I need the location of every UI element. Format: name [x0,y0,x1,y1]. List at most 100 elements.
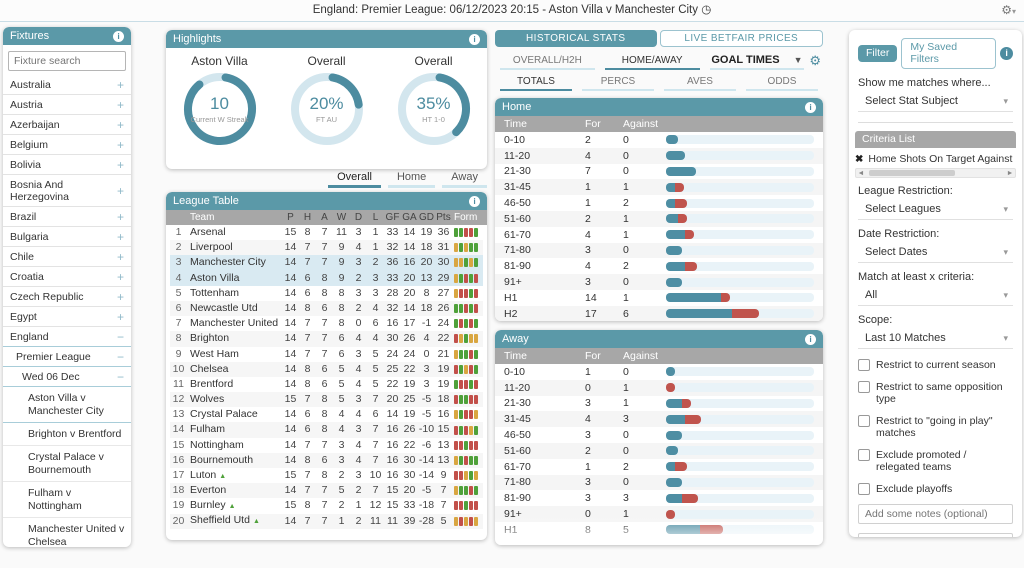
expand-icon[interactable]: + [116,250,124,264]
subtab-aves[interactable]: AVES [664,76,736,91]
stat-cell: 2 [372,256,379,269]
stat-cell: 8 [321,469,328,481]
fixture-country[interactable]: Azerbaijan + [3,115,131,135]
expand-icon[interactable]: + [116,230,124,244]
settings-gear-icon[interactable]: ⚙▾ [1001,0,1016,22]
subtab-odds[interactable]: ODDS [746,76,818,91]
collapse-icon[interactable]: − [116,370,124,384]
scope-option-home[interactable]: Home [387,170,436,188]
form-bar [454,273,458,283]
scrollbar-track[interactable] [866,169,1005,177]
expand-icon[interactable]: + [116,270,124,284]
fixture-country[interactable]: Brazil + [3,207,131,227]
settings-gear-icon[interactable]: ⚙ [809,53,821,68]
fixture-country[interactable]: England − [3,327,131,347]
clock-icon[interactable]: ◷ [701,4,712,16]
subtab-totals[interactable]: TOTALS [500,76,572,91]
bar-for-segment [666,277,682,287]
form-bar [454,304,458,314]
stat-cell: 30 [403,453,416,466]
collapse-icon[interactable]: − [116,330,124,344]
fixture-date[interactable]: Wed 06 Dec − [3,367,131,387]
fixture-league[interactable]: Premier League − [3,347,131,367]
info-icon[interactable]: i [805,333,816,345]
goals-against: 0 [623,444,629,457]
stat-cell: -14 [418,453,435,466]
table-row: 12 Wolves 15 7 8 5 3 7 20 25 -5 18 [170,392,483,408]
tab-filter[interactable]: Filter [858,45,898,62]
fixture-search-input[interactable] [8,51,126,71]
expand-icon[interactable]: + [116,78,124,92]
filter-checkbox[interactable]: Exclude promoted / relegated teams [858,449,1013,473]
subtab-overall-h-h[interactable]: OVERALL/H2H [500,55,595,70]
checkbox-box[interactable] [858,483,870,495]
goal-times-dropdown[interactable]: GOAL TIMES ▼ [709,54,805,70]
goals-for: 3 [585,276,591,289]
stat-cell: 3 [355,347,362,360]
fixture-match[interactable]: Brighton v Brentford [3,423,131,446]
stat-subject-select[interactable]: Select Stat Subject ▾ [858,92,1013,112]
fixture-country[interactable]: Austria + [3,95,131,115]
tab-live-betfair-prices[interactable]: LIVE BETFAIR PRICES [659,30,823,47]
fixture-match[interactable]: Manchester United v Chelsea [3,518,131,547]
gear-icon[interactable]: ⚙ [1001,3,1012,17]
filter-checkbox[interactable]: Exclude playoffs [858,483,1013,495]
filter-name-input[interactable] [858,533,1013,537]
stat-cell: 1 [338,514,345,527]
fixture-match[interactable]: Crystal Palace v Bournemouth [3,446,131,482]
fixture-country[interactable]: Bulgaria + [3,227,131,247]
subtab-percs[interactable]: PERCS [582,76,654,91]
fixture-country[interactable]: Bosnia And Herzegovina + [3,175,131,207]
scope-option-overall[interactable]: Overall [328,170,381,188]
info-icon[interactable]: i [113,30,124,42]
expand-icon[interactable]: + [116,290,124,304]
info-icon[interactable]: i [469,33,480,45]
restriction-select[interactable]: All ▾ [858,286,1013,306]
info-icon[interactable]: i [805,101,816,113]
fixture-country[interactable]: Egypt + [3,307,131,327]
expand-icon[interactable]: + [116,210,124,224]
form-bar [469,395,473,405]
fixture-match[interactable]: Aston Villa v Manchester City [3,387,131,423]
restriction-select[interactable]: Last 10 Matches ▾ [858,329,1013,349]
collapse-icon[interactable]: − [116,350,124,364]
expand-icon[interactable]: + [116,118,124,132]
checkbox-box[interactable] [858,359,870,371]
fixture-country[interactable]: Belgium + [3,135,131,155]
info-icon[interactable]: i [1000,47,1013,60]
tab-my-saved-filters[interactable]: My Saved Filters [901,38,997,69]
filter-checkbox[interactable]: Restrict to current season [858,359,1013,371]
scroll-left-icon[interactable]: ◄ [857,169,865,177]
scrollbar-thumb[interactable] [868,170,955,176]
time-range: 51-60 [504,444,531,457]
stats-row: 71-80 3 0 [495,242,823,259]
expand-icon[interactable]: + [116,158,124,172]
fixture-match[interactable]: Fulham v Nottingham [3,482,131,518]
checkbox-box[interactable] [858,381,870,393]
checkbox-box[interactable] [858,415,870,427]
filter-checkbox[interactable]: Restrict to "going in play" matches [858,415,1013,439]
fixture-country[interactable]: Bolivia + [3,155,131,175]
expand-icon[interactable]: + [116,98,124,112]
fixture-country[interactable]: Croatia + [3,267,131,287]
criteria-scrollbar[interactable]: ◄ ► [855,168,1016,178]
stat-cell: 5 [372,347,379,360]
scroll-right-icon[interactable]: ► [1006,169,1014,177]
expand-icon[interactable]: + [116,310,124,324]
remove-criteria-icon[interactable]: ✖ [855,153,864,165]
fixture-country[interactable]: Czech Republic + [3,287,131,307]
filter-checkbox[interactable]: Restrict to same opposition type [858,381,1013,405]
tab-historical-stats[interactable]: HISTORICAL STATS [495,30,657,47]
info-icon[interactable]: i [469,195,480,207]
scope-option-away[interactable]: Away [442,170,487,188]
restriction-select[interactable]: Select Leagues ▾ [858,200,1013,220]
checkbox-box[interactable] [858,449,870,461]
time-range: 21-30 [504,165,531,178]
fixture-country[interactable]: Chile + [3,247,131,267]
fixture-country[interactable]: Australia + [3,75,131,95]
expand-icon[interactable]: + [116,138,124,152]
expand-icon[interactable]: + [116,184,124,198]
notes-input[interactable] [858,504,1013,524]
subtab-home-away[interactable]: HOME/AWAY [604,55,700,70]
restriction-select[interactable]: Select Dates ▾ [858,243,1013,263]
